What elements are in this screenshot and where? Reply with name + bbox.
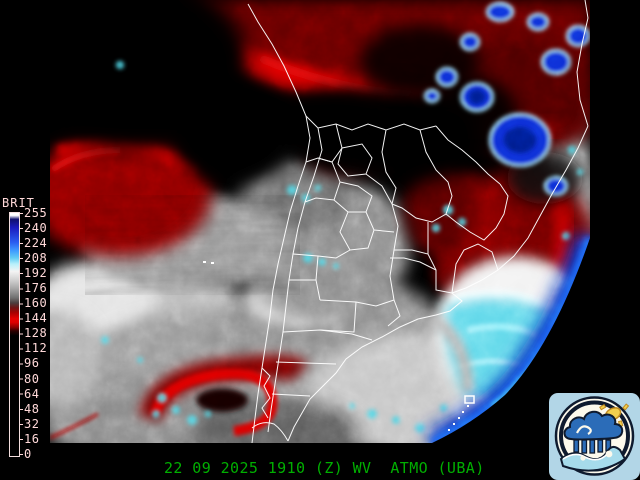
colorbar-label: 16 [24, 431, 40, 446]
colorbar-label: 240 [24, 221, 48, 236]
ocean-wave-icon [559, 446, 627, 472]
colorbar-label: 224 [24, 236, 48, 251]
colorbar-label: 0 [24, 446, 32, 461]
map-boundaries [247, 0, 589, 443]
colorbar-label: 128 [24, 326, 48, 341]
colorbar-title: BRIT [2, 196, 35, 210]
colorbar-label: 160 [24, 296, 48, 311]
colorbar-label: 208 [24, 251, 48, 266]
timestamp-caption: 22 09 2025 1910 (Z) WV ATMO (UBA) [164, 459, 485, 477]
colorbar-label: 192 [24, 266, 48, 281]
colorbar-label: 48 [24, 401, 40, 416]
rain-cloud-icon [563, 410, 624, 454]
colorbar-label: 80 [24, 371, 40, 386]
colorbar-label: 96 [24, 356, 40, 371]
brightness-colorbar [9, 212, 20, 457]
colorbar-labels: 255 240 224 208 192 176 160 144 128 112 … [24, 206, 54, 462]
colorbar-label: 32 [24, 416, 40, 431]
colorbar-label: 144 [24, 311, 48, 326]
islands-dots [203, 261, 475, 431]
atmo-uba-logo [549, 393, 640, 480]
atmo-uba-logo-icon [549, 393, 640, 480]
colorbar-label: 112 [24, 341, 48, 356]
colorbar-label: 64 [24, 386, 40, 401]
wave-cloud-texture [85, 195, 300, 295]
colorbar-ticks [20, 213, 23, 456]
colorbar-label: 255 [24, 206, 48, 220]
colorbar-label: 176 [24, 281, 48, 296]
